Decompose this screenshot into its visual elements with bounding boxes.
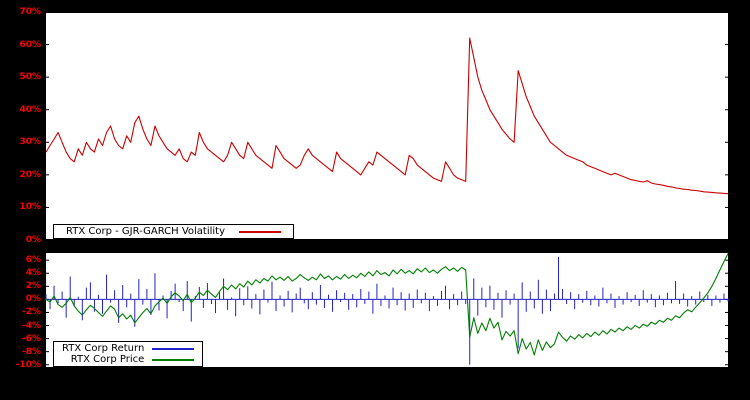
y-tick-label: 2% xyxy=(25,281,41,292)
y-tick-label: -4% xyxy=(21,320,41,331)
return-legend-label: RTX Corp Return xyxy=(62,343,145,354)
y-tick-label: 0% xyxy=(25,294,41,305)
price-line xyxy=(45,253,729,356)
y-tick-label: 70% xyxy=(19,7,41,17)
y-tick-label: -6% xyxy=(21,333,41,344)
y-tick-label: -8% xyxy=(21,346,41,357)
y-tick-label: 50% xyxy=(19,72,41,83)
price-legend-label: RTX Corp Price xyxy=(70,354,145,365)
return-legend-row: RTX Corp Return xyxy=(62,343,195,354)
y-tick-label: 40% xyxy=(19,104,41,115)
volatility-chart: RTX Corp - GJR-GARCH Volatility xyxy=(45,12,729,240)
y-tick-label: 10% xyxy=(19,202,41,213)
plot-frame xyxy=(45,252,729,368)
y-tick-label: 60% xyxy=(19,39,41,50)
y-tick-label: -10% xyxy=(15,359,41,370)
volatility-line xyxy=(45,37,729,195)
y-tick-label: 6% xyxy=(25,255,41,266)
plot-frame xyxy=(45,12,729,240)
y-tick-label: 0% xyxy=(25,235,41,245)
y-tick-label: 20% xyxy=(19,169,41,180)
volatility-plot-area xyxy=(45,12,729,240)
volatility-legend-label: RTX Corp - GJR-GARCH Volatility xyxy=(66,226,226,237)
price-legend-row: RTX Corp Price xyxy=(62,354,195,365)
return-price-legend: RTX Corp Return RTX Corp Price xyxy=(53,341,204,367)
y-tick-label: 4% xyxy=(25,268,41,279)
return-price-chart: RTX Corp Return RTX Corp Price xyxy=(45,252,729,368)
volatility-legend-line-sample xyxy=(239,230,282,233)
y-tick-label: 30% xyxy=(19,137,41,148)
return-legend-line-sample xyxy=(152,347,195,350)
return-price-plot-area xyxy=(45,252,729,368)
y-tick-label: -2% xyxy=(21,307,41,318)
price-legend-line-sample xyxy=(152,358,195,361)
volatility-legend: RTX Corp - GJR-GARCH Volatility xyxy=(53,224,295,239)
